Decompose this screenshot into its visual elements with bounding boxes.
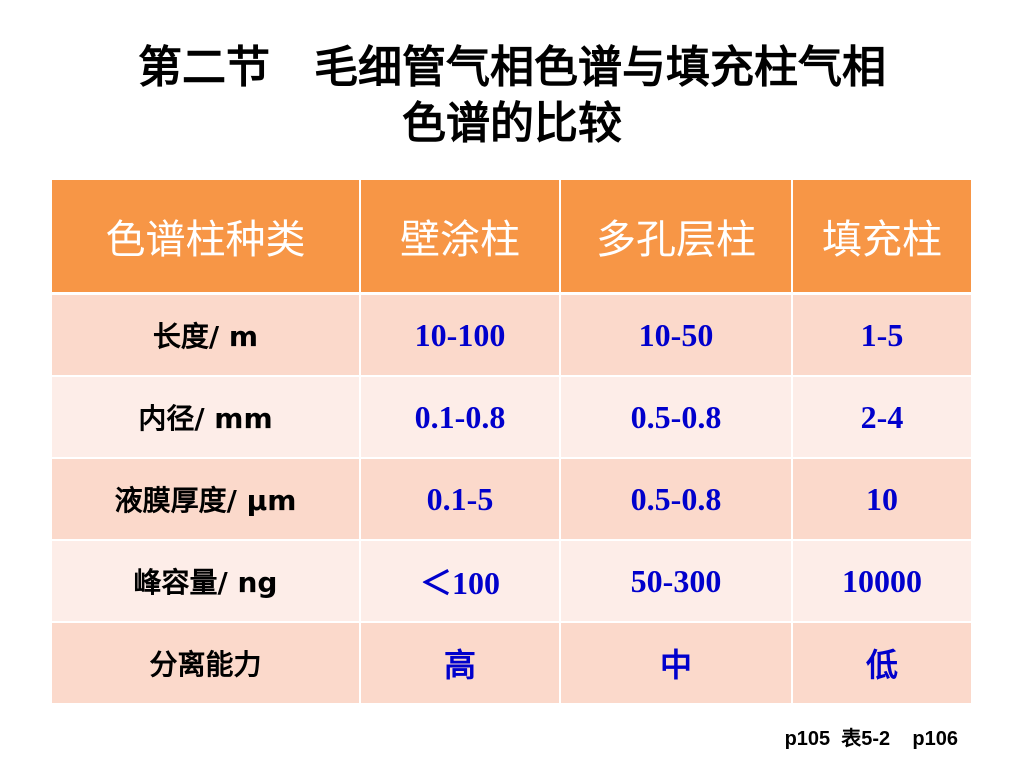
column-header: 色谱柱种类 [52,180,361,295]
table-row: 长度/ m 10-100 10-50 1-5 [52,293,973,377]
column-header: 壁涂柱 [360,180,561,295]
value-cell: 中 [560,622,793,705]
value-cell: 50-300 [560,540,793,623]
value-cell: 2-4 [792,376,973,459]
value-cell: 0.1-5 [360,458,561,541]
title-line: 第二节 毛细管气相色谱与填充柱气相 [138,42,886,93]
value-cell: 0.5-0.8 [560,376,793,459]
row-label: 分离能力 [52,622,361,705]
value-cell: 高 [360,622,561,705]
column-header: 多孔层柱 [560,180,793,295]
value-cell: 0.5-0.8 [560,458,793,541]
table-row: 内径/ mm 0.1-0.8 0.5-0.8 2-4 [52,376,973,459]
header-row: 色谱柱种类 壁涂柱 多孔层柱 填充柱 [52,180,973,295]
value-cell: 10-100 [360,293,561,377]
title-line: 色谱的比较 [402,98,622,149]
value-cell: 10 [792,458,973,541]
page-reference: p105 表5-2 p106 [784,728,958,750]
comparison-table: 色谱柱种类 壁涂柱 多孔层柱 填充柱 长度/ m 10-100 10-50 1-5 内径/ m… [52,180,973,705]
value-cell: 1-5 [792,293,973,377]
value-cell: ＜100 [360,540,561,623]
value-cell: 低 [792,622,973,705]
column-header: 填充柱 [792,180,973,295]
slide-title: 第二节 毛细管气相色谱与填充柱气相 色谱的比较 [0,40,1024,152]
value-cell: 0.1-0.8 [360,376,561,459]
table-row: 液膜厚度/ µm 0.1-5 0.5-0.8 10 [52,458,973,541]
row-label: 长度/ m [52,293,361,377]
value-cell: 10000 [792,540,973,623]
value-cell: 10-50 [560,293,793,377]
row-label: 峰容量/ ng [52,540,361,623]
row-label: 液膜厚度/ µm [52,458,361,541]
row-label: 内径/ mm [52,376,361,459]
table-row: 分离能力高中低 [52,622,973,705]
table-row: 峰容量/ ng ＜100 50-300 10000 [52,540,973,623]
